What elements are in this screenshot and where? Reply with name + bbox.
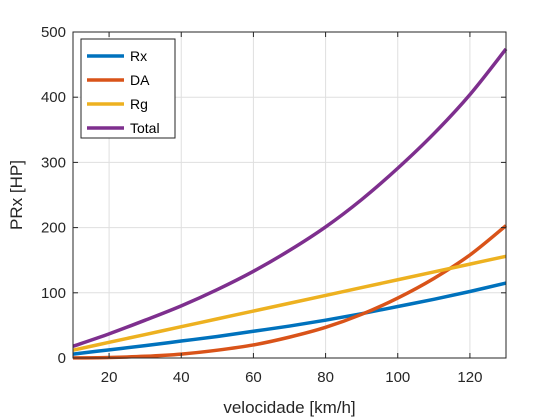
plot-frame <box>72 31 507 359</box>
x-axis-label: velocidade [km/h] <box>223 398 355 417</box>
x-tick-label: 60 <box>245 369 262 386</box>
x-tick-label: 80 <box>317 369 334 386</box>
series-line-da <box>72 224 508 360</box>
y-tick-label: 0 <box>58 350 66 367</box>
series-line-total <box>72 47 508 348</box>
legend: Rx DA Rg Total <box>80 38 176 139</box>
legend-label-rg: Rg <box>130 96 148 112</box>
series-line-rg <box>72 254 507 352</box>
x-tick-label: 120 <box>457 369 482 386</box>
y-axis-label: PRx [HP] <box>7 160 26 230</box>
x-tick-label: 100 <box>385 369 410 386</box>
x-tick-label: 20 <box>101 369 118 386</box>
y-axis-ticks: 0 100 200 300 400 500 <box>41 24 506 367</box>
y-tick-label: 500 <box>41 24 66 41</box>
series-lines <box>72 47 508 360</box>
grid <box>73 31 506 359</box>
legend-label-total: Total <box>130 120 160 136</box>
legend-label-da: DA <box>130 72 150 88</box>
y-tick-label: 100 <box>41 285 66 302</box>
legend-label-rx: Rx <box>130 48 147 64</box>
series-line-rx <box>72 281 507 356</box>
x-axis-ticks: 20 40 60 80 100 120 <box>101 32 482 386</box>
y-tick-label: 300 <box>41 154 66 171</box>
y-tick-label: 200 <box>41 220 66 237</box>
x-tick-label: 40 <box>173 369 190 386</box>
y-tick-label: 400 <box>41 89 66 106</box>
legend-box <box>80 38 176 139</box>
